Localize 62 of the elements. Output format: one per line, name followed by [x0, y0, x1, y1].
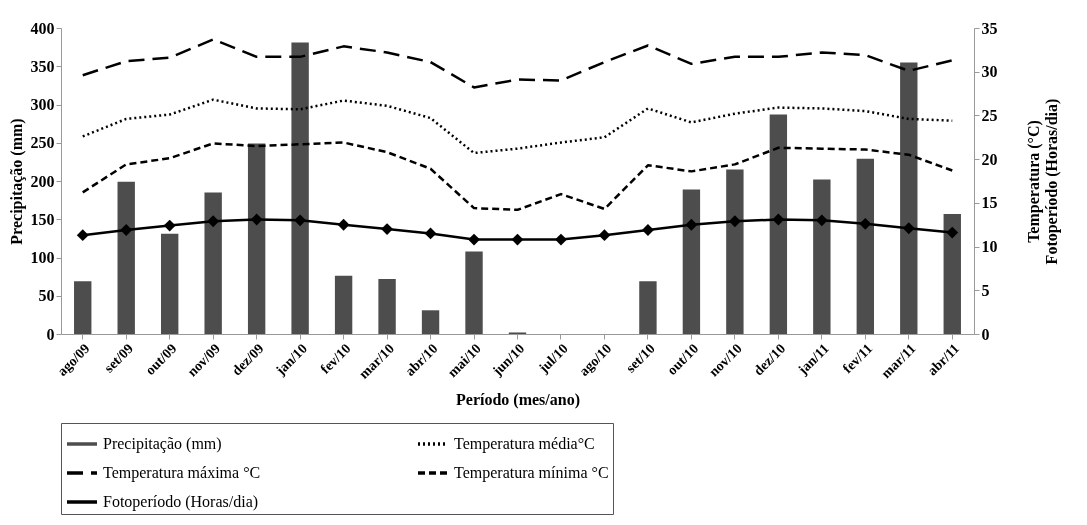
- bar: [726, 169, 744, 334]
- bar: [421, 310, 440, 334]
- y-tick-label: 50: [38, 287, 55, 305]
- bar: [378, 278, 396, 334]
- legend-label: Temperatura média°C: [454, 435, 595, 453]
- point: [468, 233, 480, 246]
- y-tick-label: 100: [30, 249, 55, 266]
- point: [685, 218, 698, 231]
- bar: [161, 233, 179, 334]
- bar: [856, 158, 874, 334]
- point: [642, 224, 654, 236]
- bar: [682, 189, 701, 334]
- bar: [204, 192, 222, 334]
- point: [902, 222, 915, 235]
- point: [337, 218, 350, 231]
- y2-tick-label: 15: [981, 194, 998, 212]
- bar: [247, 143, 266, 334]
- point: [381, 223, 393, 235]
- x-axis-title: Período (mes/ano): [456, 390, 580, 409]
- y-tick-label: 150: [30, 210, 55, 228]
- point: [294, 214, 307, 227]
- y2-tick-label: 25: [981, 106, 998, 124]
- bar: [639, 281, 657, 334]
- y-axis-title: Precipitação (mm): [7, 118, 26, 245]
- bar: [465, 251, 483, 334]
- point: [598, 229, 611, 242]
- bar: [943, 213, 961, 334]
- y2-tick-label: 10: [981, 238, 998, 256]
- y-tick-label: 300: [30, 96, 55, 113]
- y-tick-label: 250: [30, 134, 55, 152]
- legend-label: Temperatura máxima °C: [103, 464, 261, 482]
- legend-label: Fotoperíodo (Horas/dia): [103, 493, 259, 511]
- legend-label: Temperatura mínima °C: [454, 464, 609, 482]
- bar: [291, 42, 309, 334]
- legend-label: Precipitação (mm): [103, 435, 222, 453]
- point: [728, 215, 741, 228]
- y2-tick-label: 20: [981, 150, 998, 168]
- point: [555, 233, 567, 246]
- y-tick-label: 200: [30, 172, 55, 190]
- y2-tick-label: 30: [981, 63, 998, 81]
- y2-tick-label: 0: [981, 325, 990, 343]
- y-tick-label: 350: [30, 57, 55, 75]
- point: [163, 219, 176, 232]
- point: [120, 224, 133, 236]
- bar: [334, 275, 353, 334]
- y2-tick-label: 35: [981, 19, 998, 37]
- bar: [813, 179, 831, 334]
- bar: [900, 62, 918, 334]
- line-series: [81, 38, 954, 89]
- point: [250, 213, 263, 226]
- point: [859, 217, 872, 230]
- y-tick-label: 400: [30, 19, 55, 37]
- point: [76, 229, 89, 242]
- point: [772, 213, 785, 226]
- line-series: [81, 141, 954, 212]
- y2-axis-title: Temperatura (°C) Fotoperíodo (Horas/dia): [1024, 98, 1061, 265]
- bar: [117, 181, 135, 334]
- bar: [769, 114, 788, 334]
- y2-tick-label: 5: [981, 281, 990, 299]
- point: [946, 226, 959, 239]
- bar: [74, 281, 92, 334]
- y-tick-label: 0: [46, 325, 55, 343]
